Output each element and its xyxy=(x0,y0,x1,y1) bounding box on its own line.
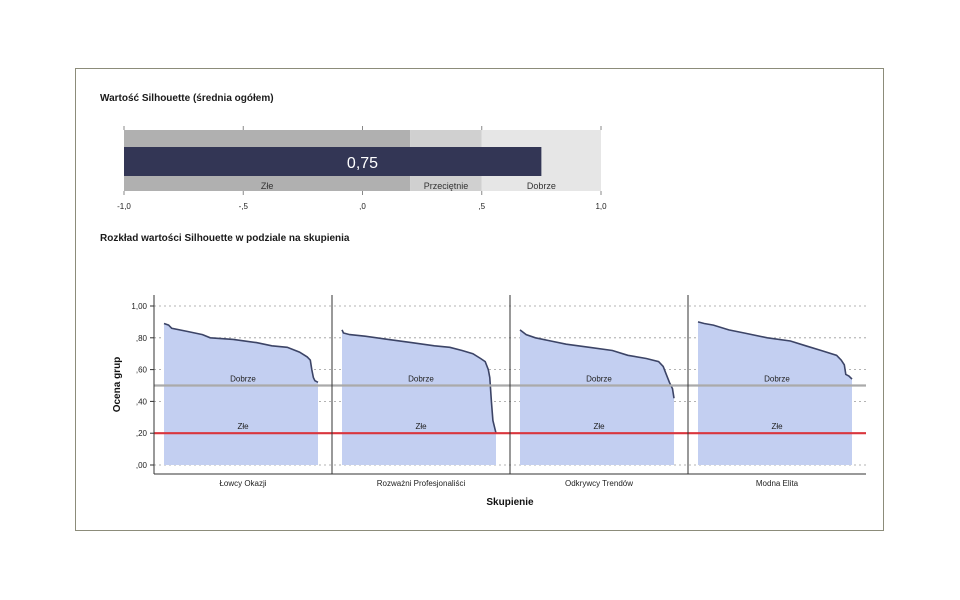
cluster-area-2 xyxy=(520,329,674,465)
cluster-area-0 xyxy=(164,323,318,465)
gauge-tick-label-4: 1,0 xyxy=(595,202,607,211)
gauge-band-label-2: Dobrze xyxy=(527,181,556,191)
cluster-silhouette-line-0 xyxy=(163,322,319,384)
silhouette-distribution-chart: Dobrze Złe Łowcy Okazji Dobrze Złe Rozważni P… xyxy=(112,295,866,508)
distribution-title: Rozkład wartości Silhouette w podziale n… xyxy=(100,233,350,244)
reference-label-3-0: Dobrze xyxy=(764,375,790,384)
reference-label-0-1: Złe xyxy=(237,422,249,431)
gauge-band-label-1: Przeciętnie xyxy=(424,181,469,191)
y-axis-title: Ocena grup xyxy=(112,357,123,413)
gauge-band-label-0: Złe xyxy=(261,181,274,191)
x-axis-title: Skupienie xyxy=(486,497,534,508)
gauge-tick-label-2: ,0 xyxy=(359,202,366,211)
reference-label-0-0: Dobrze xyxy=(230,375,256,384)
reference-label-3-1: Złe xyxy=(771,422,783,431)
reference-label-2-0: Dobrze xyxy=(586,375,612,384)
y-tick-label-4: ,80 xyxy=(136,334,148,343)
y-tick-label-1: ,20 xyxy=(136,429,148,438)
reference-label-1-1: Złe xyxy=(415,422,427,431)
cluster-category-label-1: Rozważni Profesjonaliści xyxy=(377,479,466,488)
cluster-silhouette-line-3 xyxy=(697,321,853,380)
cluster-area-1 xyxy=(342,329,496,465)
y-tick-label-3: ,60 xyxy=(136,366,148,375)
y-tick-label-5: 1,00 xyxy=(131,302,147,311)
gauge-tick-label-3: ,5 xyxy=(478,202,485,211)
cluster-silhouette-line-2 xyxy=(519,329,675,399)
reference-label-1-0: Dobrze xyxy=(408,375,434,384)
gauge-value-bar xyxy=(124,147,542,176)
y-tick-label-0: ,00 xyxy=(136,461,148,470)
y-tick-label-2: ,40 xyxy=(136,397,148,406)
report-frame: Wartość Silhouette (średnia ogółem) Rozk… xyxy=(75,68,884,531)
gauge-tick-label-0: -1,0 xyxy=(117,202,131,211)
silhouette-gauge-chart: Złe Przeciętnie Dobrze -1,0 -,5 ,0 ,5 1,0 0,75 xyxy=(117,126,607,211)
cluster-category-label-2: Odkrywcy Trendów xyxy=(565,479,633,488)
cluster-area-3 xyxy=(698,321,852,465)
cluster-category-label-3: Modna Elita xyxy=(756,479,799,488)
gauge-tick-label-1: -,5 xyxy=(239,202,249,211)
gauge-title: Wartość Silhouette (średnia ogółem) xyxy=(100,93,274,104)
gauge-value-label: 0,75 xyxy=(347,155,378,172)
reference-label-2-1: Złe xyxy=(593,422,605,431)
cluster-category-label-0: Łowcy Okazji xyxy=(219,479,266,488)
